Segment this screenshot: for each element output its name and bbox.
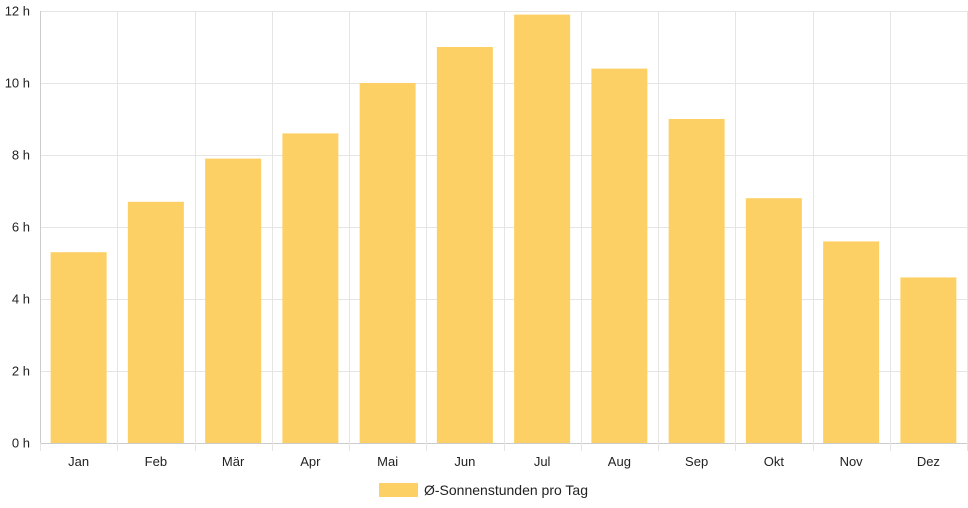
bar-Jun[interactable] bbox=[436, 47, 493, 443]
x-tick-label: Dez bbox=[917, 454, 940, 469]
bar-Jul[interactable] bbox=[514, 14, 571, 443]
bar-Jan[interactable] bbox=[50, 252, 107, 443]
y-tick-label: 10 h bbox=[5, 76, 30, 91]
x-tick-label: Nov bbox=[840, 454, 864, 469]
y-tick-label: 0 h bbox=[12, 436, 30, 451]
x-tick-label: Okt bbox=[764, 454, 785, 469]
axis-layer: 0 h 2 h 4 h 6 h 8 h 10 h 12 h Jan Feb Mär Apr Mai Ju… bbox=[5, 4, 940, 470]
x-tick-label: Apr bbox=[300, 454, 321, 469]
bar-layer bbox=[50, 14, 957, 443]
y-tick-label: 4 h bbox=[12, 292, 30, 307]
bar-Okt[interactable] bbox=[745, 198, 802, 443]
bar-Feb[interactable] bbox=[127, 201, 184, 443]
legend[interactable]: Ø-Sonnenstunden pro Tag bbox=[379, 482, 588, 498]
x-tick-label: Mär bbox=[222, 454, 245, 469]
y-tick-label: 12 h bbox=[5, 4, 30, 19]
bar-Sep[interactable] bbox=[668, 119, 725, 443]
y-tick-label: 2 h bbox=[12, 364, 30, 379]
x-tick-label: Feb bbox=[145, 454, 167, 469]
x-tick-label: Mai bbox=[377, 454, 398, 469]
legend-swatch[interactable] bbox=[379, 483, 418, 497]
bar-Dez[interactable] bbox=[900, 277, 957, 443]
y-tick-label: 8 h bbox=[12, 148, 30, 163]
bar-Apr[interactable] bbox=[282, 133, 339, 443]
x-tick-label: Aug bbox=[608, 454, 631, 469]
x-tick-label: Jul bbox=[534, 454, 551, 469]
bar-Mai[interactable] bbox=[359, 83, 416, 443]
grid-layer bbox=[40, 11, 968, 451]
x-tick-label: Sep bbox=[685, 454, 708, 469]
bar-Aug[interactable] bbox=[591, 68, 648, 443]
x-tick-label: Jun bbox=[454, 454, 475, 469]
x-tick-label: Jan bbox=[68, 454, 89, 469]
bar-Mär[interactable] bbox=[205, 158, 262, 443]
y-tick-label: 6 h bbox=[12, 220, 30, 235]
bar-Nov[interactable] bbox=[823, 241, 880, 443]
legend-label[interactable]: Ø-Sonnenstunden pro Tag bbox=[424, 482, 588, 498]
